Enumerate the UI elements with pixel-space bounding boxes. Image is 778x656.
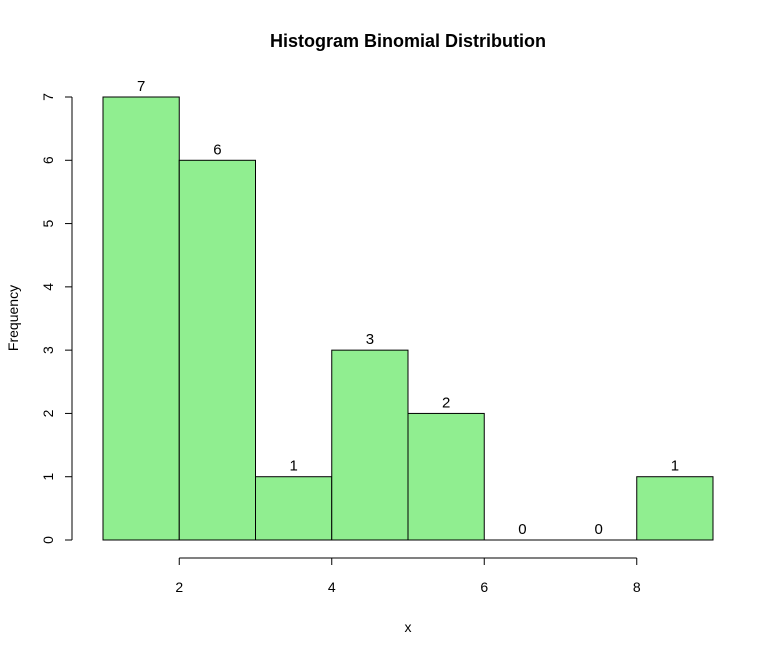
x-axis: 2 4 6 8 xyxy=(175,557,641,595)
bar-count-label: 0 xyxy=(518,521,526,538)
y-axis-label: Frequency xyxy=(5,285,21,351)
bars-group xyxy=(102,96,714,541)
bar-count-label: 1 xyxy=(289,458,297,475)
x-tick-label: 4 xyxy=(328,579,336,595)
y-tick-label: 7 xyxy=(40,93,56,101)
bar-count-label: 7 xyxy=(137,78,145,95)
histogram-bar xyxy=(178,159,256,541)
y-tick-label: 5 xyxy=(40,219,56,227)
histogram-bar xyxy=(102,96,180,541)
y-tick-label: 0 xyxy=(40,536,56,544)
bar-count-label: 2 xyxy=(442,394,450,411)
x-tick-label: 6 xyxy=(480,579,488,595)
y-tick-label: 3 xyxy=(40,346,56,354)
y-axis: 0 1 2 3 4 5 6 7 xyxy=(40,93,73,544)
chart-title: Histogram Binomial Distribution xyxy=(270,31,546,51)
data-labels-group: 7 6 1 3 2 0 0 1 xyxy=(137,78,679,538)
x-axis-label: x xyxy=(405,619,412,635)
y-tick-label: 1 xyxy=(40,473,56,481)
histogram-bar xyxy=(407,412,485,541)
bar-count-label: 3 xyxy=(366,331,374,348)
y-tick-label: 6 xyxy=(40,156,56,164)
histogram-bar xyxy=(255,476,333,541)
bar-count-label: 6 xyxy=(213,141,221,158)
y-tick-label: 4 xyxy=(40,283,56,291)
bar-count-label: 1 xyxy=(671,458,679,475)
x-tick-label: 8 xyxy=(633,579,641,595)
x-tick-label: 2 xyxy=(175,579,183,595)
y-tick-label: 2 xyxy=(40,409,56,417)
histogram-bar xyxy=(636,476,714,541)
bar-count-label: 0 xyxy=(594,521,602,538)
histogram-bar xyxy=(331,349,409,541)
